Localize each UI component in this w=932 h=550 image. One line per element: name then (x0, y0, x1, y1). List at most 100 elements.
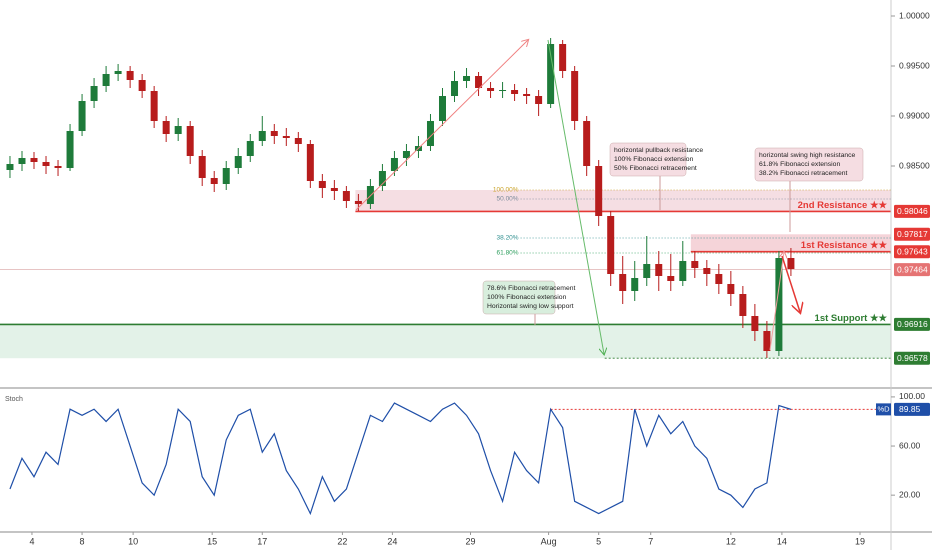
price-tag (894, 245, 930, 259)
candle-body (6, 164, 14, 170)
price-tag-label: 0.97643 (897, 246, 928, 256)
x-tick-label: 22 (337, 536, 347, 546)
callout-text: Horizontal swing low support (487, 303, 574, 310)
candle-body (571, 71, 579, 121)
price-tag-label: 0.97817 (897, 229, 928, 239)
candle-body (306, 144, 314, 181)
candle-body (523, 94, 531, 96)
candle-body (499, 90, 507, 91)
candle-body (114, 71, 122, 74)
candle-body (66, 131, 74, 168)
price-tag-label: 0.96578 (897, 353, 928, 363)
candle-body (535, 96, 543, 104)
level-label: 1st Resistance ★★ (801, 240, 888, 251)
candle-body (126, 71, 134, 80)
projection-arrow (781, 255, 800, 312)
series-tag-label: %D (877, 404, 890, 413)
x-tick-label: 7 (648, 536, 653, 546)
x-tick-label: 24 (387, 536, 397, 546)
zone (690, 234, 891, 252)
candle-body (342, 191, 350, 201)
callout-text: 38.2% Fibonacci retracement (759, 170, 848, 177)
callout-text: 100% Fibonacci extension (614, 156, 694, 163)
candle-body (354, 201, 362, 204)
callout-box (609, 142, 687, 177)
candle-body (174, 126, 182, 134)
callout-text: 50% Fibonacci retracement (614, 165, 697, 172)
y-tick-label: 100.00 (899, 391, 925, 401)
candle-body (270, 131, 278, 136)
price-tag-label: 0.97464 (897, 264, 928, 274)
price-tag (894, 263, 930, 277)
candle-body (318, 181, 326, 188)
candle-body (438, 96, 446, 121)
candle-body (426, 121, 434, 146)
price-tag (894, 227, 930, 241)
x-tick-label: 17 (257, 536, 267, 546)
candle-body (559, 44, 567, 71)
candle-body (511, 90, 519, 94)
callout-text: 61.8% Fibonacci extension (759, 161, 840, 168)
price-tag (894, 402, 930, 416)
candle-body (547, 44, 555, 104)
candle-body (138, 80, 146, 91)
candle-body (583, 121, 591, 166)
candle-body (246, 141, 254, 156)
x-tick-label: 4 (29, 536, 34, 546)
price-tag-label: 0.96916 (897, 319, 928, 329)
price-tag (894, 351, 930, 365)
price-tag-label: 89.85 (899, 404, 921, 414)
callout-text: horizontal pullback resistance (614, 147, 703, 154)
candle-body (90, 86, 98, 101)
candle-body (18, 158, 26, 164)
x-tick-label: 8 (80, 536, 85, 546)
candle-body (679, 261, 687, 281)
projection-arrow (769, 252, 784, 351)
candle-body (607, 216, 615, 274)
candle-body (258, 131, 266, 141)
y-tick-label: 0.98500 (899, 160, 930, 170)
candle-body (78, 101, 86, 131)
zones (0, 190, 892, 359)
level-label: 1st Support ★★ (815, 313, 888, 324)
zone (355, 190, 892, 212)
x-tick-label: 5 (596, 536, 601, 546)
candle-body (210, 178, 218, 184)
candle-body (631, 278, 639, 291)
callout-text: 100% Fibonacci extension (487, 294, 567, 301)
candle-body (282, 136, 290, 138)
candle-body (451, 81, 459, 96)
candle-body (162, 121, 170, 134)
candle-body (54, 166, 62, 168)
candle-body (390, 158, 398, 171)
callout-box (754, 147, 864, 182)
candle-body (42, 162, 50, 166)
price-tag (894, 317, 930, 331)
callout-text: 78.6% Fibonacci retracement (487, 285, 576, 292)
candle-body (715, 274, 723, 284)
candle-body (739, 294, 747, 316)
projection-arrow (547, 39, 604, 354)
x-tick-label: 12 (726, 536, 736, 546)
stoch-line (9, 402, 792, 516)
candle-body (703, 268, 711, 274)
price-tag (894, 204, 930, 218)
plot: 100.00% 50.00% 38.20% 61.80% 2nd Resistance … (0, 38, 891, 359)
candle-body (691, 261, 699, 268)
x-tick-label: 29 (465, 536, 475, 546)
x-tick-label: 19 (855, 536, 865, 546)
x-tick-label: 15 (207, 536, 217, 546)
fib-label: 38.20% (497, 235, 519, 242)
candle-body (751, 316, 759, 331)
indicator-title: Stoch (5, 396, 23, 403)
x-tick-label: 14 (777, 536, 787, 546)
candle-body (378, 171, 386, 186)
callout-box (482, 280, 556, 315)
y-tick-label: 1.00000 (899, 10, 930, 20)
candle-body (643, 264, 651, 278)
candle-body (667, 276, 675, 281)
candle-body (595, 166, 603, 216)
candle-body (102, 74, 110, 86)
callout-text: horizontal swing high resistance (759, 152, 856, 159)
